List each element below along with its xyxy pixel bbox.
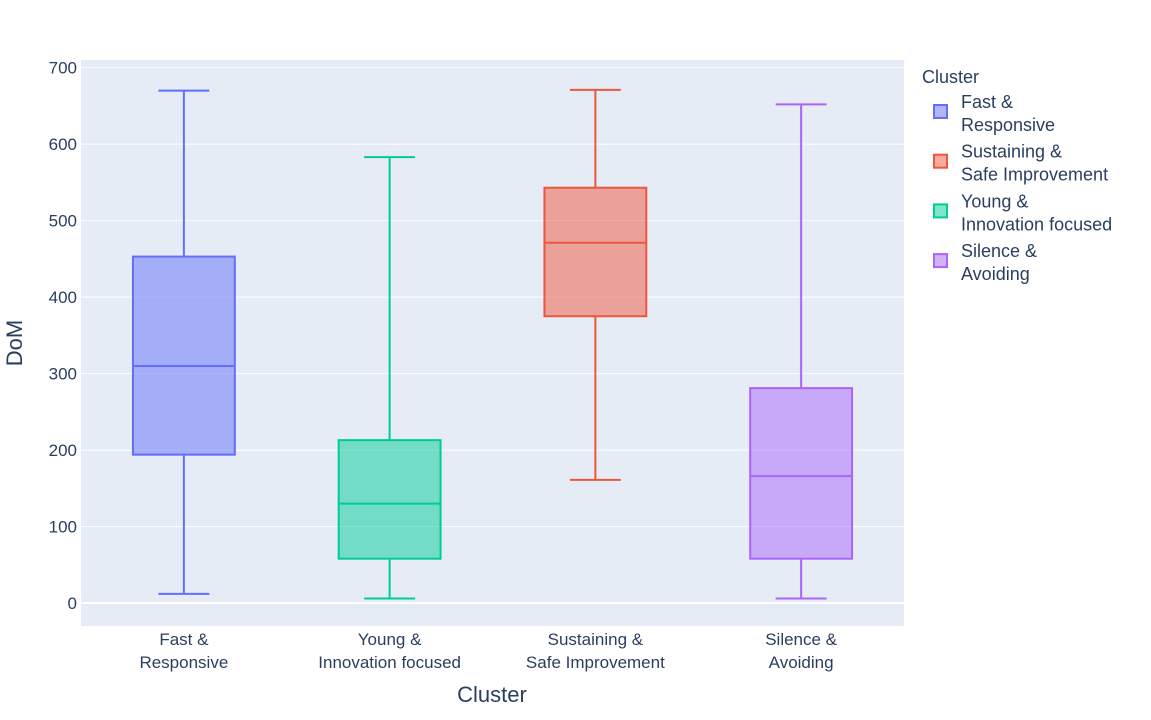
legend-label-line: Safe Improvement xyxy=(961,165,1108,185)
x-tick-line: Fast & xyxy=(159,630,209,649)
legend-label-line: Sustaining & xyxy=(961,142,1062,162)
box-silence-avoiding xyxy=(749,103,854,600)
legend-label-line: Innovation focused xyxy=(961,214,1112,234)
box-sustaining-safe-improvement xyxy=(543,88,648,481)
x-tick-line: Silence & xyxy=(765,630,837,649)
legend-label-line: Avoiding xyxy=(961,264,1030,284)
y-tick-label: 500 xyxy=(49,212,77,231)
y-tick-label: 100 xyxy=(49,518,77,537)
x-tick-line: Young & xyxy=(358,630,422,649)
y-tick-label: 700 xyxy=(49,59,77,78)
y-axis-title: DoM xyxy=(2,320,27,366)
x-tick-line: Sustaining & xyxy=(548,630,644,649)
legend-title: Cluster xyxy=(922,67,979,87)
plot-area xyxy=(81,60,904,626)
iqr-box xyxy=(337,439,442,560)
legend-label-line: Young & xyxy=(961,191,1028,211)
x-axis-title: Cluster xyxy=(457,682,527,707)
y-tick-label: 300 xyxy=(49,365,77,384)
box-fast-responsive xyxy=(131,89,236,595)
box-young-innovation-focused xyxy=(337,156,442,600)
legend-swatch xyxy=(933,153,948,169)
legend-label: Young & Innovation focused xyxy=(961,191,1112,234)
legend-label-line: Fast & xyxy=(961,92,1013,112)
legend-label-line: Responsive xyxy=(961,115,1055,135)
y-tick-label: 200 xyxy=(49,441,77,460)
axes: Cluster DoM 0 100 200 300 400 500 600 700 Fast &… xyxy=(2,59,838,707)
legend-label: Silence & Avoiding xyxy=(961,241,1037,284)
legend-label: Sustaining & Safe Improvement xyxy=(961,142,1108,185)
legend-item: Fast & Responsive xyxy=(933,92,1055,135)
x-tick-label: Fast & Responsive xyxy=(139,630,228,672)
iqr-box xyxy=(543,186,648,318)
legend-item: Young & Innovation focused xyxy=(933,191,1112,234)
y-tick-label: 0 xyxy=(68,594,77,613)
y-tick-label: 600 xyxy=(49,135,77,154)
x-tick-line: Responsive xyxy=(139,653,228,672)
legend-item: Silence & Avoiding xyxy=(933,241,1037,284)
y-tick-label: 400 xyxy=(49,288,77,307)
legend-swatch xyxy=(933,253,948,269)
x-tick-line: Safe Improvement xyxy=(526,653,665,672)
x-tick-label: Young & Innovation focused xyxy=(318,630,461,672)
legend-swatch xyxy=(933,104,948,119)
x-tick-line: Avoiding xyxy=(769,653,834,672)
x-tick-label: Silence & Avoiding xyxy=(765,630,837,672)
iqr-box xyxy=(131,255,236,456)
legend-item: Sustaining & Safe Improvement xyxy=(933,142,1108,185)
legend: Cluster Fast & Responsive Sustaining & Safe… xyxy=(922,67,1112,284)
x-tick-line: Innovation focused xyxy=(318,653,461,672)
legend-label-line: Silence & xyxy=(961,241,1037,261)
legend-label: Fast & Responsive xyxy=(961,92,1055,135)
x-tick-label: Sustaining & Safe Improvement xyxy=(526,630,665,672)
iqr-box xyxy=(749,387,854,560)
legend-swatch xyxy=(933,203,948,219)
